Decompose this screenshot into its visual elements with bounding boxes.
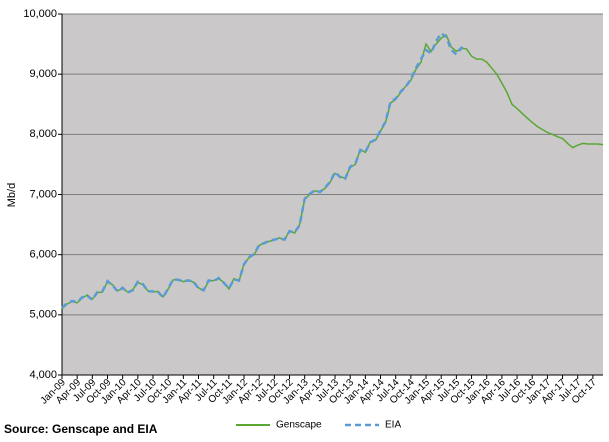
y-tick-label: 8,000 xyxy=(29,128,57,140)
legend-label: Genscape xyxy=(276,420,322,431)
y-axis-label: Mb/d xyxy=(6,183,18,207)
y-tick-label: 4,000 xyxy=(29,369,57,381)
y-tick-label: 10,000 xyxy=(23,8,57,20)
y-tick-label: 9,000 xyxy=(29,68,57,80)
y-tick-label: 7,000 xyxy=(29,188,57,200)
y-tick-label: 5,000 xyxy=(29,309,57,321)
series-line xyxy=(61,31,467,309)
legend-label: EIA xyxy=(385,420,401,431)
y-tick-label: 6,000 xyxy=(29,249,57,261)
source-note: Source: Genscape and EIA xyxy=(4,422,158,436)
